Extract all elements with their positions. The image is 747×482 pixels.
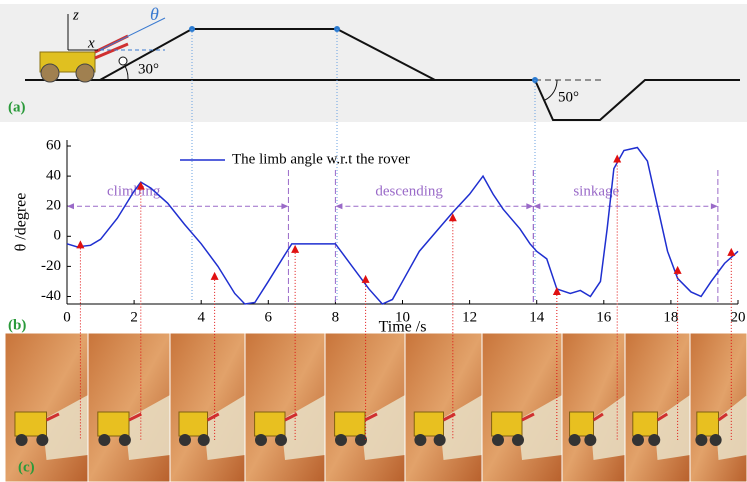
rover [179, 412, 208, 436]
rover [255, 412, 285, 436]
wheel [434, 434, 446, 446]
wheel [119, 434, 131, 446]
wheel [414, 434, 426, 446]
wheel [710, 434, 722, 446]
marker [211, 272, 219, 280]
arrow-head [533, 203, 540, 209]
wheel [648, 434, 660, 446]
marker [362, 275, 370, 283]
panel-label: (b) [8, 317, 26, 333]
rover [414, 412, 443, 436]
wheel [355, 434, 367, 446]
x-tick-label: 8 [332, 309, 340, 325]
marker [291, 245, 299, 253]
panel-label: (c) [18, 459, 35, 475]
wheel [492, 434, 504, 446]
wheel [198, 434, 210, 446]
x-tick-label: 18 [663, 309, 678, 325]
wheel [584, 434, 596, 446]
x-tick-label: 16 [596, 309, 612, 325]
wheel [36, 434, 48, 446]
y-tick-label: -40 [41, 288, 61, 304]
series-line [67, 148, 738, 304]
wheel [16, 434, 28, 446]
phase-label: descending [375, 184, 443, 200]
y-tick-label: 60 [46, 137, 61, 153]
rover [98, 412, 129, 436]
wheel [179, 434, 191, 446]
y-tick-label: -20 [41, 258, 61, 274]
x-tick-label: 6 [265, 309, 273, 325]
video-frames [5, 333, 747, 482]
x-tick-label: 12 [462, 309, 477, 325]
wheel [695, 434, 707, 446]
wheel [98, 434, 110, 446]
arrow-head [281, 203, 288, 209]
y-axis-label: θ /degree [13, 193, 30, 252]
rover [492, 412, 522, 436]
rover [335, 412, 365, 436]
arrow-head [67, 203, 74, 209]
angle-label: 30° [138, 61, 159, 77]
arrow-head [526, 203, 533, 209]
wheel [335, 434, 347, 446]
rover [15, 412, 47, 436]
marker [553, 287, 561, 295]
angle-symbol: θ [150, 4, 159, 24]
rover [633, 412, 658, 436]
axis-symbol: x [87, 35, 95, 51]
rover [570, 412, 594, 436]
x-tick-label: 2 [130, 309, 138, 325]
axis-symbol: z [72, 7, 79, 23]
y-tick-label: 40 [46, 168, 61, 184]
wheel [632, 434, 644, 446]
x-tick-label: 14 [529, 309, 545, 325]
arrow-head [335, 203, 342, 209]
x-tick-label: 0 [63, 309, 71, 325]
angle-label: 50° [558, 89, 579, 105]
rover [697, 412, 719, 436]
wheel [255, 434, 267, 446]
y-tick-label: 0 [54, 228, 62, 244]
x-tick-label: 4 [197, 309, 205, 325]
wheel [569, 434, 581, 446]
marker [727, 248, 735, 256]
arrow-head [711, 203, 718, 209]
legend-label: The limb angle w.r.t the rover [232, 151, 410, 167]
marker [76, 240, 84, 248]
figure: z x θ 30° 50° (a) (c) -40 -20 0 20 40 60 0 2 4 6 8… [0, 0, 747, 482]
panel-label: (a) [8, 99, 26, 115]
panel-a-bg [0, 4, 747, 122]
wheel [512, 434, 524, 446]
wheel [275, 434, 287, 446]
y-tick-label: 20 [46, 198, 61, 214]
page: z x θ 30° 50° (a) (c) -40 -20 0 20 40 60 0 2 4 6 8… [0, 0, 747, 482]
x-axis-label: Time /s [379, 319, 427, 336]
x-tick-label: 20 [731, 309, 746, 325]
